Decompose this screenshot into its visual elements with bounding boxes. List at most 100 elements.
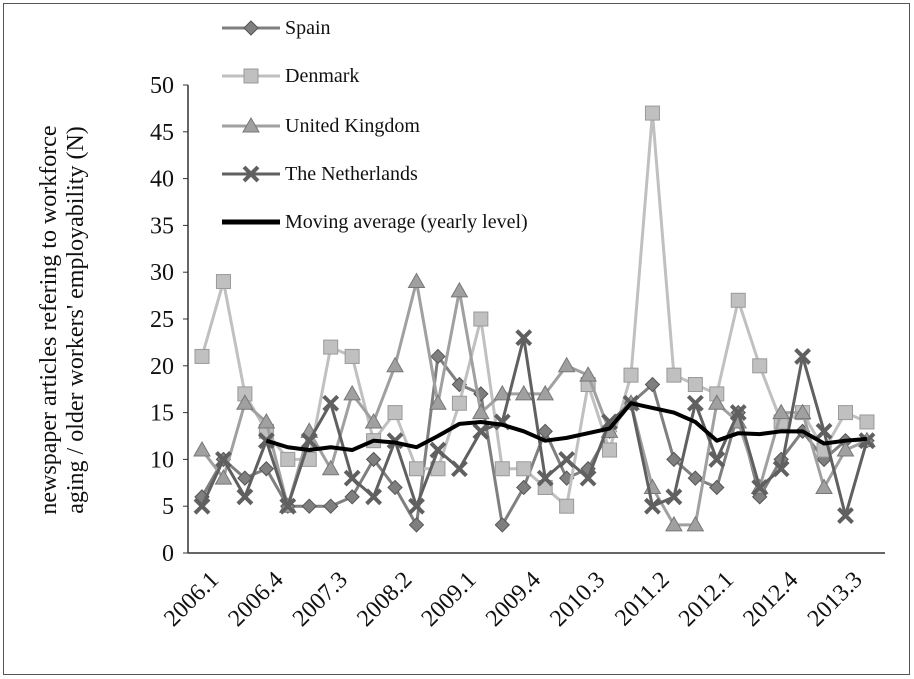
point bbox=[343, 469, 361, 487]
point bbox=[514, 384, 533, 401]
point bbox=[536, 469, 554, 487]
point bbox=[471, 403, 490, 420]
y-tick-label: 50 bbox=[150, 73, 174, 99]
y-tick-label: 15 bbox=[150, 401, 174, 427]
point bbox=[194, 348, 210, 364]
legend-label: Moving average (yearly level) bbox=[285, 211, 528, 233]
point bbox=[215, 274, 231, 290]
point bbox=[344, 489, 360, 505]
point bbox=[709, 479, 725, 496]
point bbox=[301, 498, 317, 514]
point bbox=[516, 479, 532, 496]
point bbox=[386, 356, 404, 373]
x-tick-label: 2006.4 bbox=[224, 567, 289, 632]
y-tick-label: 5 bbox=[162, 494, 174, 520]
point bbox=[729, 404, 747, 422]
point bbox=[751, 479, 769, 496]
point bbox=[601, 413, 618, 431]
point bbox=[623, 367, 639, 383]
legend-label: Spain bbox=[285, 17, 331, 39]
series bbox=[194, 105, 875, 514]
x-tick-label: 2007.3 bbox=[288, 567, 353, 632]
point bbox=[387, 479, 403, 496]
point bbox=[772, 403, 791, 420]
point bbox=[558, 450, 576, 468]
point bbox=[494, 461, 510, 477]
y-tick-label: 10 bbox=[150, 447, 174, 473]
legend-label: Denmark bbox=[285, 65, 360, 87]
point bbox=[644, 497, 661, 515]
x-tick-label: 2009.1 bbox=[417, 567, 482, 632]
point bbox=[494, 517, 511, 533]
point bbox=[687, 377, 703, 393]
point bbox=[407, 272, 426, 289]
point bbox=[430, 348, 446, 365]
point bbox=[686, 394, 704, 412]
x-tick-label: 2012.1 bbox=[674, 567, 739, 632]
legend-marker bbox=[242, 116, 260, 133]
point bbox=[409, 461, 424, 477]
point bbox=[321, 459, 340, 476]
point bbox=[193, 441, 211, 457]
point bbox=[258, 461, 275, 477]
point bbox=[215, 450, 232, 468]
point bbox=[815, 422, 833, 440]
point bbox=[730, 292, 746, 308]
legend-label: United Kingdom bbox=[285, 115, 420, 137]
legend-marker bbox=[243, 68, 259, 84]
point bbox=[364, 412, 383, 429]
point bbox=[343, 384, 362, 401]
series bbox=[193, 329, 876, 524]
point bbox=[752, 358, 768, 374]
point bbox=[408, 517, 425, 533]
point bbox=[365, 488, 383, 506]
point bbox=[772, 460, 790, 478]
y-tick-label: 40 bbox=[150, 167, 174, 193]
y-tick-label: 20 bbox=[150, 354, 174, 380]
point bbox=[236, 394, 254, 410]
point bbox=[838, 405, 853, 421]
point bbox=[300, 432, 318, 450]
point bbox=[686, 515, 705, 532]
point bbox=[387, 405, 403, 421]
point bbox=[493, 384, 512, 401]
point bbox=[193, 497, 211, 515]
point bbox=[236, 488, 254, 506]
series-line bbox=[200, 111, 868, 508]
point bbox=[815, 478, 833, 494]
point bbox=[344, 348, 360, 364]
series-line bbox=[265, 401, 868, 453]
point bbox=[837, 507, 854, 524]
point bbox=[794, 348, 812, 365]
point bbox=[365, 451, 382, 468]
series bbox=[265, 401, 868, 453]
point bbox=[429, 394, 447, 410]
point bbox=[665, 515, 683, 532]
y-tick-label: 35 bbox=[150, 213, 174, 239]
x-tick-label: 2009.4 bbox=[481, 567, 546, 632]
point bbox=[666, 451, 682, 468]
point bbox=[836, 441, 855, 457]
y-tick-label: 0 bbox=[162, 541, 174, 567]
y-tick-label: 45 bbox=[150, 120, 174, 146]
point bbox=[450, 460, 468, 478]
x-tick-label: 2013.3 bbox=[803, 567, 868, 632]
point bbox=[473, 311, 489, 327]
point bbox=[450, 281, 469, 298]
point bbox=[429, 441, 447, 459]
x-tick-label: 2011.2 bbox=[610, 567, 674, 631]
x-tick-label: 2008.2 bbox=[352, 567, 417, 632]
y-tick-label: 30 bbox=[150, 260, 174, 286]
point bbox=[472, 422, 490, 440]
point bbox=[451, 395, 467, 411]
point bbox=[237, 470, 253, 486]
point bbox=[214, 469, 233, 485]
point bbox=[859, 414, 875, 430]
point bbox=[322, 498, 339, 514]
legend-marker bbox=[242, 165, 260, 183]
legend-marker bbox=[243, 20, 259, 36]
point bbox=[793, 403, 812, 420]
point bbox=[515, 329, 533, 347]
point bbox=[602, 442, 618, 458]
